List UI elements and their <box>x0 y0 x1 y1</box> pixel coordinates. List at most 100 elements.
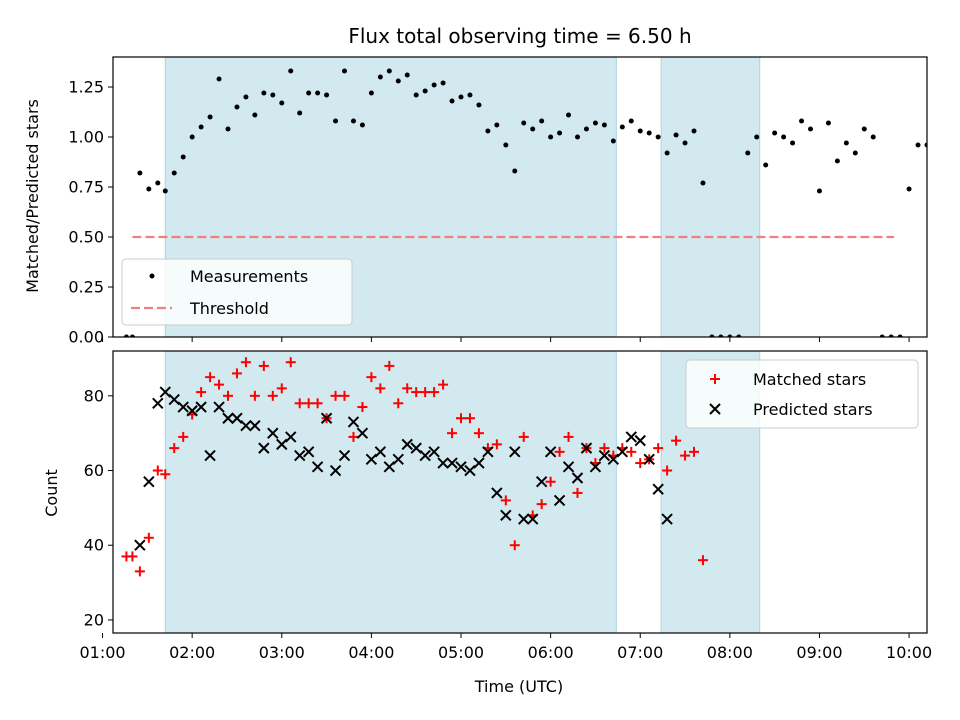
predicted-marker-b <box>473 457 485 469</box>
matched-marker <box>697 555 708 566</box>
predicted-marker <box>204 449 216 462</box>
measurement-point <box>897 334 903 337</box>
predicted-marker <box>249 419 261 432</box>
matched-marker <box>127 551 138 562</box>
matched-marker <box>294 398 305 409</box>
matched-marker <box>500 495 511 506</box>
measurement-point <box>727 334 733 337</box>
predicted-marker <box>152 397 164 409</box>
measurement-point <box>279 100 285 106</box>
measurement-point <box>799 118 805 124</box>
measurement-point <box>852 150 858 156</box>
measurement-point <box>583 126 589 132</box>
y-tick-label: 60 <box>84 461 104 480</box>
predicted-marker <box>518 513 530 525</box>
predicted-marker <box>616 446 629 458</box>
predicted-marker <box>598 449 611 462</box>
predicted-marker-b <box>535 476 548 488</box>
predicted-marker-b <box>482 446 494 458</box>
legend-predicted-label: Predicted stars <box>753 400 873 419</box>
measurement-point <box>485 128 491 134</box>
measurement-point <box>861 126 867 132</box>
measurement-point <box>315 90 321 96</box>
measurement-point <box>745 150 751 156</box>
legend-box <box>121 258 353 326</box>
predicted-marker-b <box>195 401 207 413</box>
measurement-point <box>413 92 419 98</box>
measurement-point <box>350 118 356 124</box>
measurement-point <box>655 134 661 140</box>
matched-marker <box>456 413 467 424</box>
measurement-point <box>386 68 392 74</box>
predicted-marker-b <box>607 453 620 466</box>
measurement-point <box>261 90 267 96</box>
measurement-point <box>422 88 428 94</box>
matched-marker <box>563 431 574 442</box>
measurement-point <box>270 92 276 98</box>
predicted-marker <box>419 449 431 462</box>
measurement-point <box>333 118 339 124</box>
predicted-marker-b <box>240 419 252 432</box>
predicted-marker <box>258 442 270 454</box>
predicted-marker <box>168 393 180 406</box>
matched-marker <box>464 413 475 424</box>
axes-frame <box>112 350 928 634</box>
matched-marker <box>473 428 484 439</box>
x-tick-label: 06:00 <box>528 643 574 662</box>
matched-marker <box>223 390 234 401</box>
predicted-marker-b <box>401 438 413 451</box>
predicted-marker <box>195 401 207 413</box>
predicted-marker-b <box>464 464 476 477</box>
predicted-marker <box>482 446 494 458</box>
measurement-point <box>123 334 129 337</box>
predicted-marker-b <box>231 412 243 424</box>
x-tick-label: 09:00 <box>796 643 842 662</box>
matched-marker <box>420 387 431 398</box>
measurement-point <box>431 82 437 88</box>
matched-marker <box>411 387 422 398</box>
predicted-marker <box>491 487 503 499</box>
measurement-point <box>449 98 455 104</box>
predicted-marker-b <box>159 386 171 398</box>
measurement-point <box>198 124 204 130</box>
predicted-marker <box>455 461 467 473</box>
measurement-point <box>816 188 822 194</box>
matched-marker <box>491 439 502 450</box>
measurement-point <box>790 140 796 146</box>
predicted-marker <box>544 446 557 458</box>
predicted-marker <box>267 427 279 439</box>
predicted-marker-b <box>249 419 261 432</box>
predicted-marker <box>159 386 171 398</box>
matched-marker <box>357 402 368 413</box>
measurement-point <box>146 186 152 192</box>
predicted-marker-b <box>643 453 655 466</box>
matched-marker <box>447 428 458 439</box>
legend-box <box>685 359 919 429</box>
x-tick-label: 08:00 <box>707 643 753 662</box>
predicted-marker <box>213 401 225 413</box>
matched-marker <box>178 431 189 442</box>
x-tick-label: 07:00 <box>617 643 663 662</box>
legend-measurements-marker <box>149 273 155 279</box>
chart-title: Flux total observing time = 6.50 h <box>348 24 691 48</box>
predicted-marker <box>562 461 575 473</box>
matched-marker <box>680 450 691 461</box>
matched-marker <box>285 357 296 368</box>
x-tick-label: 02:00 <box>169 643 215 662</box>
predicted-marker-b <box>652 483 664 495</box>
matched-marker <box>509 540 520 551</box>
predicted-marker-b <box>616 446 629 458</box>
predicted-marker <box>634 434 646 447</box>
measurement-point <box>808 126 814 132</box>
predicted-marker-b <box>589 461 602 473</box>
matched-marker <box>348 431 359 442</box>
predicted-marker <box>177 401 189 413</box>
matched-marker <box>599 443 610 454</box>
predicted-marker-b <box>491 487 503 499</box>
measurement-point <box>646 130 652 136</box>
matched-marker <box>231 368 242 379</box>
predicted-marker <box>143 476 155 488</box>
y-tick-label: 0.00 <box>68 328 104 347</box>
matched-marker <box>545 476 556 487</box>
measurement-point <box>942 169 947 174</box>
